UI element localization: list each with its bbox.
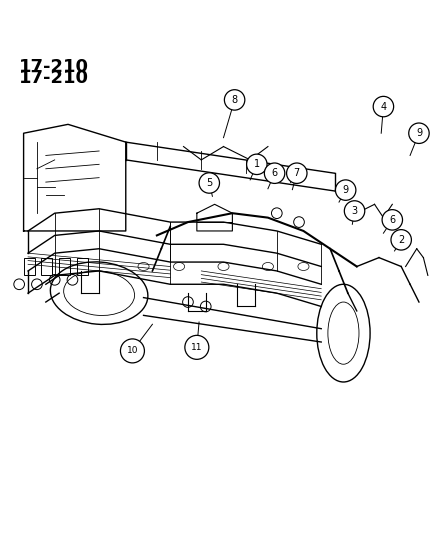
FancyBboxPatch shape	[77, 257, 88, 276]
Text: 1: 1	[254, 159, 260, 169]
FancyBboxPatch shape	[42, 257, 52, 276]
Text: 8: 8	[232, 95, 238, 105]
Text: 2: 2	[398, 235, 405, 245]
Circle shape	[287, 163, 307, 183]
Circle shape	[409, 123, 429, 143]
Circle shape	[391, 230, 411, 250]
Circle shape	[373, 96, 394, 117]
Circle shape	[224, 90, 245, 110]
Circle shape	[247, 154, 267, 174]
Text: 10: 10	[127, 346, 138, 356]
Text: 9: 9	[342, 185, 349, 195]
Text: 4: 4	[380, 102, 387, 111]
Text: 5: 5	[206, 178, 212, 188]
Circle shape	[120, 339, 144, 363]
Text: 3: 3	[351, 206, 358, 216]
Text: 7: 7	[294, 168, 300, 178]
Text: 6: 6	[271, 168, 278, 178]
Text: 17-210: 17-210	[19, 69, 89, 87]
Circle shape	[382, 209, 402, 230]
Text: 9: 9	[416, 128, 422, 138]
Text: 11: 11	[191, 343, 202, 352]
Circle shape	[344, 201, 365, 221]
Circle shape	[199, 173, 219, 193]
Circle shape	[185, 335, 209, 359]
FancyBboxPatch shape	[59, 257, 70, 276]
FancyBboxPatch shape	[24, 257, 35, 276]
Circle shape	[335, 180, 356, 200]
Circle shape	[264, 163, 285, 183]
Text: 17-210: 17-210	[19, 58, 89, 76]
Text: 6: 6	[389, 215, 395, 225]
